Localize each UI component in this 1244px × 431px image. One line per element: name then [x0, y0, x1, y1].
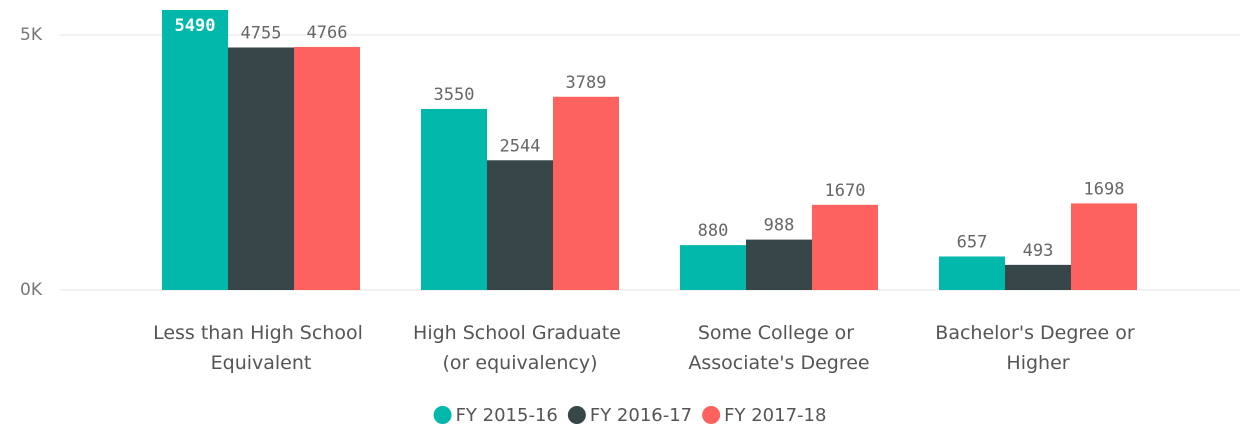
data-label: 5490 [175, 16, 216, 36]
legend-marker [567, 406, 586, 424]
legend-marker [702, 406, 721, 424]
bar [421, 108, 487, 290]
data-label: 2544 [500, 136, 541, 156]
data-label: 1670 [825, 181, 866, 201]
data-label: 3550 [434, 85, 475, 105]
bar [228, 47, 294, 291]
bar [487, 160, 553, 290]
data-label: 4766 [307, 23, 348, 43]
bar [746, 239, 812, 290]
x-tick-label: Some College or Associate's Degree [688, 322, 869, 374]
bar [812, 204, 878, 290]
data-label: 657 [957, 232, 988, 252]
bar [680, 245, 746, 290]
data-label: 4755 [241, 23, 282, 43]
bar [1005, 264, 1071, 290]
bar [162, 10, 228, 290]
legend-label: FY 2016-17 [590, 405, 692, 426]
legend-label: FY 2015-16 [456, 405, 558, 426]
x-tick-label: Less than High School Equivalent [153, 322, 369, 374]
bar [1071, 203, 1137, 290]
data-label: 1698 [1084, 179, 1125, 199]
data-label: 3789 [566, 73, 607, 93]
legend: FY 2015-16 FY 2016-17 FY 2017-18 [433, 405, 826, 426]
x-tick-label: Bachelor's Degree or Higher [935, 322, 1140, 374]
y-tick-label: 0K [20, 280, 43, 300]
bar [294, 46, 360, 291]
legend-marker [433, 406, 452, 424]
bar [553, 96, 619, 290]
y-tick-label: 5K [20, 25, 43, 45]
data-label: 880 [698, 221, 729, 241]
data-label: 493 [1023, 241, 1054, 261]
x-tick-label: High School Graduate (or equivalency) [413, 322, 627, 374]
bar [939, 256, 1005, 290]
data-label: 988 [764, 216, 795, 236]
legend-label: FY 2017-18 [724, 405, 826, 426]
